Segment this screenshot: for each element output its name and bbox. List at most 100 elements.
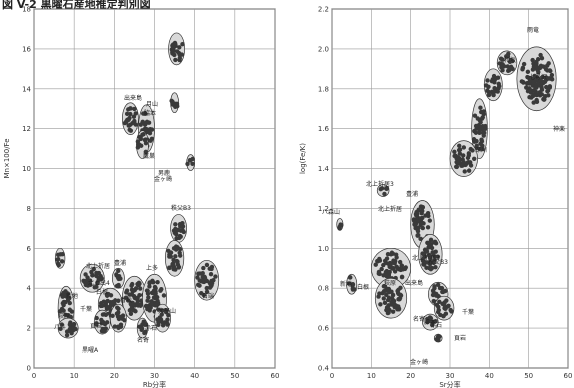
data-point xyxy=(385,256,389,260)
data-point xyxy=(415,233,419,237)
data-point xyxy=(104,301,108,305)
data-point xyxy=(209,267,213,271)
data-point xyxy=(127,116,131,120)
chart-annotation: 萩原 xyxy=(384,279,396,287)
data-point xyxy=(394,255,398,259)
x-tick-label: 0 xyxy=(330,372,334,380)
data-point xyxy=(422,262,426,266)
data-point xyxy=(188,158,192,162)
y-tick-label: 18 xyxy=(22,6,31,14)
data-point xyxy=(171,49,175,53)
data-point xyxy=(419,211,423,215)
data-point xyxy=(170,100,174,104)
data-point xyxy=(398,260,402,264)
data-point xyxy=(172,53,176,57)
data-point xyxy=(456,155,460,159)
data-point xyxy=(463,169,467,173)
data-point xyxy=(468,160,472,164)
data-point xyxy=(376,294,380,298)
data-point xyxy=(202,275,206,279)
chart-annotation: 七尋沢 xyxy=(529,73,547,81)
data-point xyxy=(387,308,391,312)
chart-annotation: 日端 xyxy=(202,292,214,300)
data-point xyxy=(546,93,550,97)
data-point xyxy=(182,230,186,234)
chart-annotation: 北上折居3 xyxy=(366,180,394,188)
y-tick-label: 8 xyxy=(27,205,31,213)
y-tick-label: 4 xyxy=(27,285,32,293)
y-tick-label: 2.0 xyxy=(318,45,329,53)
data-point xyxy=(546,88,550,92)
data-point xyxy=(478,120,482,124)
data-point xyxy=(180,42,184,46)
data-point xyxy=(131,289,135,293)
y-tick-label: 14 xyxy=(22,85,31,93)
data-point xyxy=(416,207,420,211)
chart-annotation: 白根 xyxy=(357,283,369,291)
data-point xyxy=(173,41,177,45)
data-point xyxy=(425,249,429,253)
data-point xyxy=(165,322,169,326)
data-point xyxy=(421,221,425,225)
data-point xyxy=(400,275,404,279)
chart-annotation: 頁岩 xyxy=(454,334,466,342)
data-point xyxy=(171,45,175,49)
data-point xyxy=(150,127,154,131)
data-point xyxy=(56,257,60,261)
data-point xyxy=(173,222,177,226)
data-point xyxy=(213,274,217,278)
data-point xyxy=(528,88,532,92)
data-point xyxy=(457,144,461,148)
data-point xyxy=(382,192,386,196)
data-point xyxy=(449,309,453,313)
chart-annotation: 和坂 xyxy=(504,56,516,64)
data-point xyxy=(535,100,539,104)
data-point xyxy=(390,251,394,255)
data-point xyxy=(139,137,143,141)
data-point xyxy=(60,259,64,263)
chart-annotation: 頁岩 xyxy=(90,322,102,330)
data-point xyxy=(73,327,77,331)
data-point xyxy=(476,116,480,120)
data-point xyxy=(428,218,432,222)
data-point xyxy=(435,303,439,307)
data-point xyxy=(126,123,130,127)
chart-annotation: 赤石 xyxy=(145,325,157,332)
x-tick-label: 40 xyxy=(485,372,494,380)
data-point xyxy=(530,58,534,62)
data-point xyxy=(387,287,391,291)
data-point xyxy=(467,168,471,172)
data-point xyxy=(128,106,132,110)
data-point xyxy=(479,110,483,114)
data-point xyxy=(65,333,69,337)
chart-annotation: 八森山 xyxy=(322,208,340,216)
data-point xyxy=(116,310,120,314)
data-point xyxy=(110,314,114,318)
data-point xyxy=(490,79,494,83)
chart-annotation: 神楽 xyxy=(553,125,565,133)
data-point xyxy=(462,160,466,164)
chart-annotation: 大平山 xyxy=(158,307,176,315)
data-point xyxy=(129,284,133,288)
data-point xyxy=(493,76,497,80)
data-point xyxy=(175,102,179,106)
data-point xyxy=(132,107,136,111)
data-point xyxy=(101,312,105,316)
data-point xyxy=(68,329,72,333)
data-point xyxy=(129,307,133,311)
data-point xyxy=(474,131,478,135)
data-point xyxy=(140,326,144,330)
data-point xyxy=(178,56,182,60)
y-tick-label: 1.4 xyxy=(318,165,330,173)
data-point xyxy=(467,153,471,157)
data-point xyxy=(458,148,462,152)
data-point xyxy=(173,254,177,258)
chart-annotation: 月山 xyxy=(146,100,158,108)
x-tick-label: 30 xyxy=(446,372,455,380)
data-point xyxy=(416,219,420,223)
chart-annotation: 深川 xyxy=(475,146,487,154)
data-point xyxy=(538,53,542,57)
data-point xyxy=(386,261,390,265)
x-tick-label: 60 xyxy=(271,372,280,380)
x-tick-label: 20 xyxy=(110,372,119,380)
